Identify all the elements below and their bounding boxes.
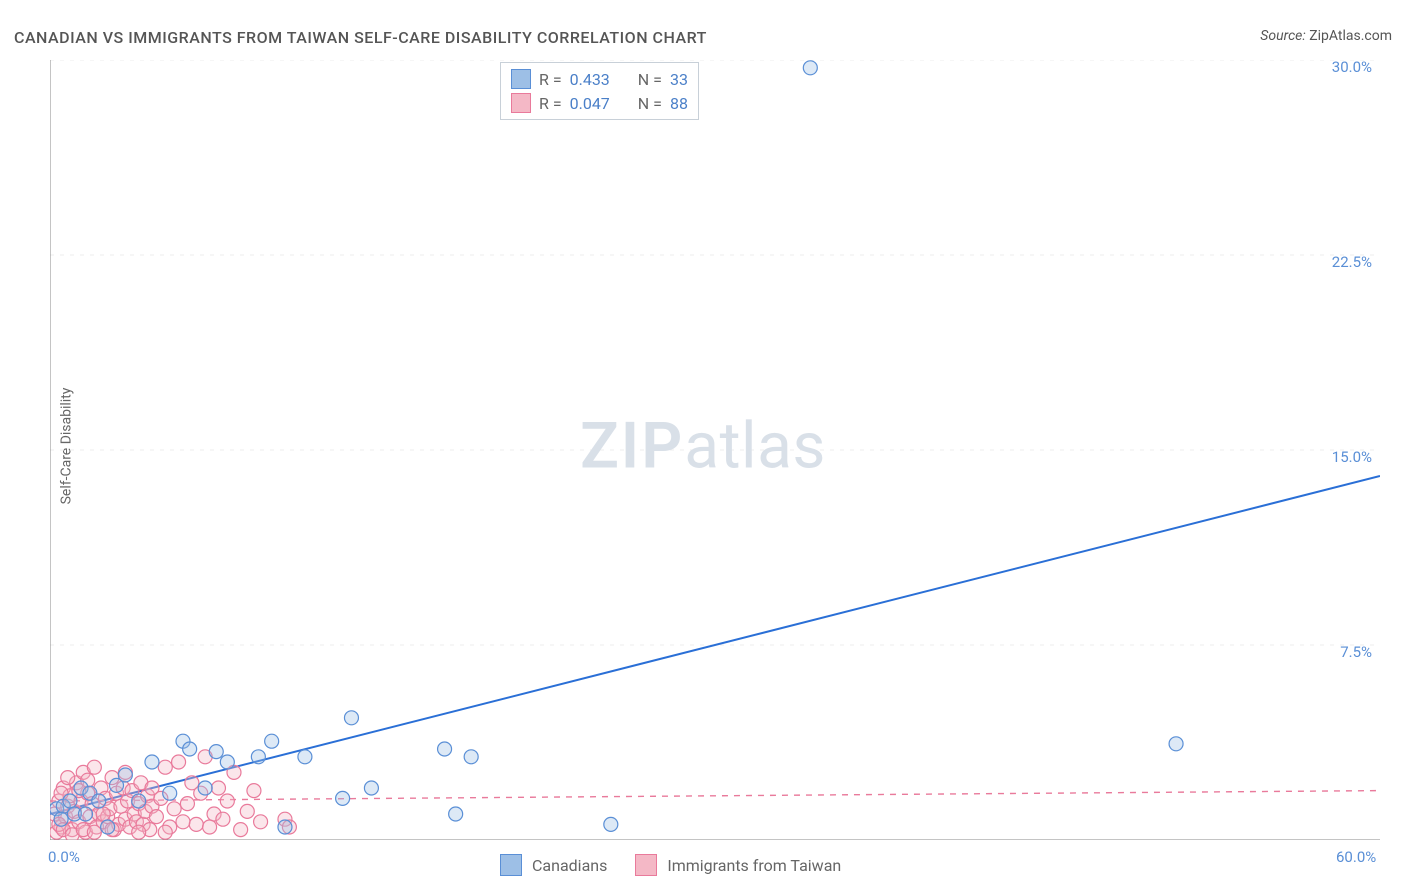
legend-row: R = 0.433 N = 33	[511, 67, 688, 91]
legend-r-label: R =	[539, 94, 562, 113]
legend-n-value: 88	[670, 94, 688, 113]
y-tick-label: 15.0%	[1332, 448, 1372, 466]
source-label: Source:	[1260, 28, 1305, 44]
x-tick-label: 60.0%	[1336, 848, 1376, 866]
legend-r-value: 0.433	[570, 70, 610, 89]
legend-swatch	[500, 854, 522, 876]
legend-swatch	[511, 93, 531, 113]
legend-n-value: 33	[670, 70, 688, 89]
y-tick-label: 30.0%	[1332, 58, 1372, 76]
scatter-plot	[50, 60, 1380, 840]
chart-title: CANADIAN VS IMMIGRANTS FROM TAIWAN SELF-…	[14, 28, 707, 47]
legend-row: R = 0.047 N = 88	[511, 91, 688, 115]
y-tick-label: 22.5%	[1332, 253, 1372, 271]
source-attribution: Source: ZipAtlas.com	[1260, 28, 1392, 44]
legend-swatch	[635, 854, 657, 876]
legend-r-label: R =	[539, 70, 562, 89]
legend-r-value: 0.047	[570, 94, 610, 113]
legend-n-label: N =	[638, 70, 662, 89]
legend-series-label: Canadians	[532, 856, 607, 875]
x-tick-label: 0.0%	[48, 848, 80, 866]
series-legend: Canadians Immigrants from Taiwan	[500, 854, 859, 876]
y-tick-label: 7.5%	[1340, 643, 1372, 661]
legend-n-label: N =	[638, 94, 662, 113]
correlation-legend: R = 0.433 N = 33 R = 0.047 N = 88	[500, 62, 699, 120]
legend-series-label: Immigrants from Taiwan	[667, 856, 841, 875]
legend-swatch	[511, 69, 531, 89]
source-value: ZipAtlas.com	[1309, 28, 1392, 44]
